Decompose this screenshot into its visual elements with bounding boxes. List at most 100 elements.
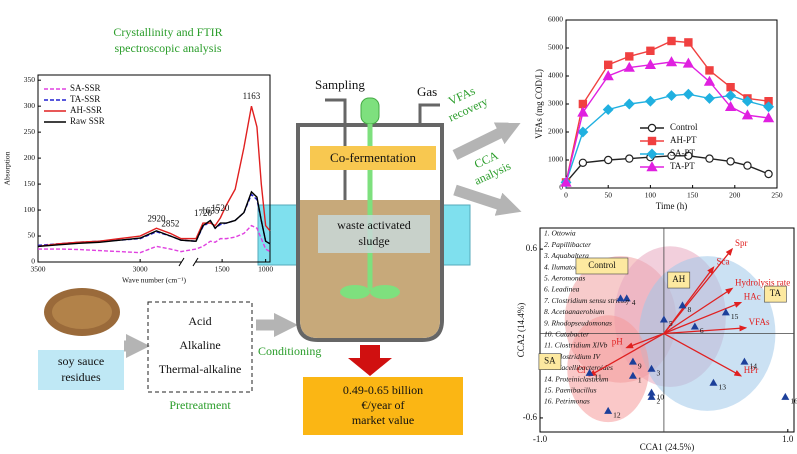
pretreatment-item: Thermal-alkaline bbox=[159, 362, 242, 376]
y-tick-label: 200 bbox=[24, 153, 36, 162]
y-tick-label: 2000 bbox=[548, 127, 563, 136]
species-label: 15 bbox=[731, 312, 739, 321]
y-tick-label: 150 bbox=[24, 179, 36, 188]
pretreatment-item: Alkaline bbox=[179, 338, 220, 352]
vector-label: Sca bbox=[716, 256, 729, 266]
group-label: Control bbox=[588, 260, 616, 270]
cofermentation-label: Co-fermentation bbox=[330, 150, 416, 165]
species-label: 5 bbox=[669, 319, 673, 328]
vector-label: HAc bbox=[744, 292, 761, 302]
species-label: 8 bbox=[687, 305, 691, 314]
arrow bbox=[455, 128, 510, 155]
group-label: AH bbox=[672, 274, 685, 284]
legend-label: Raw SSR bbox=[70, 116, 105, 126]
y-tick-label: 3000 bbox=[548, 99, 563, 108]
data-point bbox=[706, 155, 713, 162]
gas-pipe bbox=[420, 105, 440, 125]
series-line bbox=[566, 156, 769, 183]
peak-label: 1520 bbox=[211, 203, 230, 213]
pretreatment-item: Acid bbox=[188, 314, 211, 328]
data-point bbox=[726, 91, 735, 100]
y-tick-label: 4000 bbox=[548, 71, 563, 80]
paddle bbox=[340, 285, 370, 299]
data-point bbox=[668, 37, 675, 44]
species-label: 10 bbox=[657, 392, 665, 401]
species-label: 7 bbox=[626, 298, 630, 307]
y-tick-label: 250 bbox=[24, 127, 36, 136]
legend-label: TA-SSR bbox=[70, 94, 100, 104]
legend-label: TA-PT bbox=[670, 161, 695, 171]
group-label: SA bbox=[544, 356, 556, 366]
y-tick-label: 0.6 bbox=[526, 243, 538, 253]
y-axis-label: Absorption bbox=[3, 151, 12, 185]
data-point bbox=[743, 111, 752, 119]
graphical-abstract: Crystallinity and FTIR spectroscopic ana… bbox=[0, 0, 797, 454]
genus-label: 11. Clostridium XlVb bbox=[544, 341, 608, 350]
y-tick-label: -0.6 bbox=[523, 412, 538, 422]
data-point bbox=[578, 108, 587, 116]
pretreatment-label: Pretreatment bbox=[169, 398, 231, 412]
x-tick-label: 1500 bbox=[215, 265, 230, 274]
data-point bbox=[604, 71, 613, 79]
species-label: 13 bbox=[718, 382, 726, 391]
legend-label: SA-SSR bbox=[70, 83, 101, 93]
x-tick-label: 50 bbox=[604, 191, 612, 200]
data-point bbox=[685, 39, 692, 46]
x-tick-label: 1000 bbox=[258, 265, 273, 274]
sludge-label: sludge bbox=[358, 234, 389, 248]
genus-label: 5. Aeromonas bbox=[544, 274, 585, 283]
legend-label: AH-SSR bbox=[70, 105, 102, 115]
red-arrow bbox=[348, 345, 392, 376]
market-text: market value bbox=[352, 413, 414, 427]
gas-label: Gas bbox=[417, 84, 437, 99]
data-point bbox=[625, 99, 634, 108]
x-tick-label: 3500 bbox=[31, 265, 46, 274]
peak-label: 1163 bbox=[243, 91, 261, 101]
genus-label: 6. Leadinea bbox=[544, 285, 580, 294]
data-point bbox=[667, 91, 676, 100]
x-tick-label: 100 bbox=[645, 191, 657, 200]
data-point bbox=[684, 90, 693, 99]
ftir-title: Crystallinity and FTIR bbox=[113, 25, 222, 39]
species-label: 6 bbox=[700, 326, 704, 335]
y-tick-label: 300 bbox=[24, 101, 36, 110]
genus-label: 7. Clostridium sensu stricto bbox=[544, 296, 627, 305]
data-point bbox=[727, 158, 734, 165]
data-point bbox=[706, 67, 713, 74]
soy-image bbox=[52, 295, 112, 329]
legend-marker bbox=[648, 124, 655, 131]
soy-label: soy sauce bbox=[58, 354, 104, 368]
y-tick-label: 6000 bbox=[548, 15, 563, 24]
data-point bbox=[579, 100, 586, 107]
vector-label: VFAs bbox=[749, 317, 770, 327]
species-label: 3 bbox=[657, 368, 661, 377]
x-tick-label: 150 bbox=[687, 191, 699, 200]
data-point bbox=[765, 170, 772, 177]
x-tick-label: 1.0 bbox=[782, 434, 794, 444]
genus-label: 2. Papillibacter bbox=[544, 240, 591, 249]
data-point bbox=[579, 159, 586, 166]
legend-marker bbox=[648, 137, 655, 144]
y-tick-label: 100 bbox=[24, 205, 36, 214]
y-axis-label: VFAs (mg COD/L) bbox=[534, 69, 544, 139]
data-point bbox=[605, 61, 612, 68]
genus-label: 8. Acetoanaerobium bbox=[544, 307, 605, 316]
y-tick-label: 50 bbox=[28, 231, 36, 240]
conditioning-label: Conditioning bbox=[258, 344, 321, 358]
data-point bbox=[626, 53, 633, 60]
species-label: 9 bbox=[638, 361, 642, 370]
genus-label: 15. Paenibacillus bbox=[544, 386, 597, 395]
x-axis-label: Time (h) bbox=[656, 201, 687, 211]
series-line bbox=[38, 106, 270, 246]
sampling-label: Sampling bbox=[315, 77, 365, 92]
species-label: 1 bbox=[638, 375, 642, 384]
group-label: TA bbox=[770, 288, 782, 298]
species-label: 4 bbox=[632, 298, 636, 307]
x-tick-label: -1.0 bbox=[533, 434, 548, 444]
vector-label: Cl bbox=[577, 365, 586, 375]
x-tick-label: 3000 bbox=[133, 265, 148, 274]
y-axis-label: CCA2 (14.4%) bbox=[516, 303, 526, 358]
genus-label: 10. Catabacter bbox=[544, 330, 589, 339]
legend-label: Control bbox=[670, 122, 698, 132]
data-point bbox=[667, 57, 676, 65]
